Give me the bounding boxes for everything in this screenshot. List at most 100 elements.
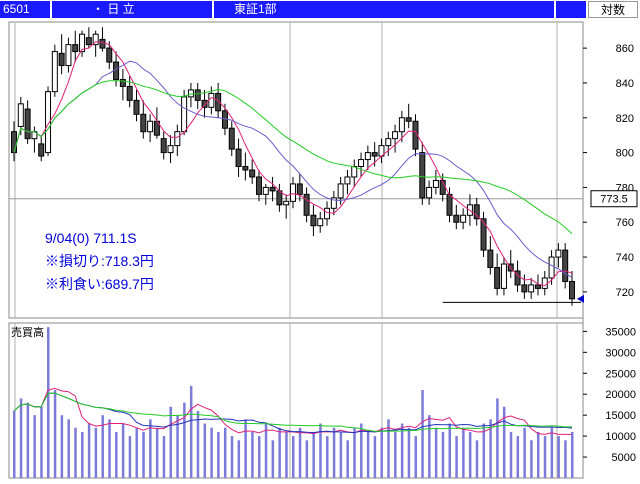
- candle-body: [405, 117, 412, 122]
- candle-body: [480, 218, 487, 251]
- volume-bar: [53, 390, 57, 478]
- candle-body: [85, 37, 92, 46]
- chart-frame: [8, 21, 584, 479]
- price-tick-label: 860: [616, 43, 634, 55]
- volume-bar: [108, 419, 111, 478]
- volume-bar: [557, 436, 560, 478]
- candle-body: [453, 214, 460, 223]
- volume-bar: [149, 419, 152, 478]
- candle-body: [249, 169, 256, 178]
- candle-body: [208, 92, 215, 108]
- candle-body: [119, 78, 126, 87]
- volume-bar: [292, 436, 295, 478]
- volume-bar: [142, 431, 145, 478]
- candle-body: [562, 249, 569, 282]
- candle-body: [126, 85, 133, 101]
- volume-bar: [19, 398, 23, 478]
- market-label: 東証1部: [214, 1, 554, 18]
- current-price-label: 773.5: [600, 194, 628, 206]
- candle-body: [548, 256, 555, 279]
- volume-bar: [523, 427, 526, 478]
- volume-bar: [217, 431, 220, 478]
- volume-bar: [121, 423, 125, 478]
- volume-title: 売買高: [11, 325, 44, 339]
- volume-bar: [339, 431, 343, 478]
- volume-bar: [475, 440, 479, 478]
- candle-body: [514, 270, 521, 286]
- volume-bar: [189, 385, 193, 478]
- price-tick-label: 820: [616, 113, 634, 125]
- candle-body: [51, 51, 58, 93]
- volume-bar: [509, 431, 513, 478]
- candle-body: [174, 131, 181, 147]
- volume-bar: [373, 436, 377, 478]
- candle-body: [398, 117, 405, 133]
- volume-bar: [353, 427, 356, 478]
- candle-body: [344, 176, 351, 185]
- candle-body: [99, 38, 106, 49]
- volume-bar: [278, 427, 281, 478]
- candle-body: [113, 61, 120, 80]
- volume-bar: [489, 419, 492, 478]
- volume-bar: [33, 415, 36, 478]
- candle-body: [24, 108, 31, 140]
- volume-bar: [115, 431, 118, 478]
- volume-bar: [203, 423, 207, 478]
- volume-tick-label: 25000: [605, 368, 636, 380]
- volume-bar: [128, 436, 132, 478]
- candle-body: [283, 200, 290, 206]
- volume-bar: [264, 423, 268, 478]
- ma-short-line: [13, 41, 573, 287]
- candlestick-series: [11, 27, 584, 306]
- volume-bar: [40, 406, 43, 478]
- volume-bar: [407, 427, 411, 478]
- volume-tick-label: 35000: [605, 326, 636, 338]
- price-arrow-icon: [577, 294, 584, 303]
- candle-body: [72, 44, 79, 53]
- candle-body: [528, 284, 535, 293]
- price-tick-label: 760: [616, 217, 634, 229]
- volume-bar: [162, 436, 166, 478]
- volume-axis: 5000 10000 15000 20000 25000 30000 35000: [583, 326, 636, 464]
- volume-bar: [448, 423, 452, 478]
- volume-series: [13, 327, 574, 478]
- volume-bar: [298, 427, 302, 478]
- candle-body: [303, 193, 310, 216]
- volume-bar: [482, 423, 486, 478]
- price-tick-label: 720: [616, 287, 634, 299]
- volume-bar: [230, 436, 234, 478]
- volume-bar: [285, 431, 288, 478]
- log-scale-button[interactable]: 対数: [588, 1, 638, 18]
- volume-bar: [319, 423, 322, 478]
- candle-body: [432, 179, 439, 188]
- volume-bar: [210, 427, 213, 478]
- volume-bar: [387, 419, 390, 478]
- candle-body: [541, 277, 548, 289]
- candle-body: [446, 193, 453, 216]
- ma-mid-line: [13, 60, 573, 278]
- volume-bar: [455, 436, 458, 478]
- volume-bar: [176, 415, 179, 478]
- candle-body: [269, 186, 276, 192]
- candle-body: [255, 176, 262, 195]
- volume-bar: [135, 427, 138, 478]
- candle-body: [569, 280, 575, 300]
- volume-bar: [183, 402, 186, 478]
- candle-body: [58, 52, 65, 67]
- volume-bar: [421, 390, 424, 478]
- candle-body: [276, 190, 283, 206]
- candle-body: [500, 263, 507, 289]
- volume-bar: [13, 410, 16, 478]
- candle-body: [487, 249, 494, 269]
- volume-bar: [196, 410, 200, 478]
- info-take-profit: ※利食い:689.7円: [45, 276, 154, 292]
- candle-body: [364, 152, 371, 161]
- volume-bar: [223, 427, 227, 478]
- volume-bar: [312, 431, 315, 478]
- volume-bar: [74, 427, 77, 478]
- candle-body: [11, 131, 17, 154]
- volume-bar: [26, 402, 30, 478]
- info-date-price: 9/04(0) 711.1S: [45, 230, 137, 246]
- volume-tick-label: 5000: [612, 452, 636, 464]
- volume-bar: [346, 440, 349, 478]
